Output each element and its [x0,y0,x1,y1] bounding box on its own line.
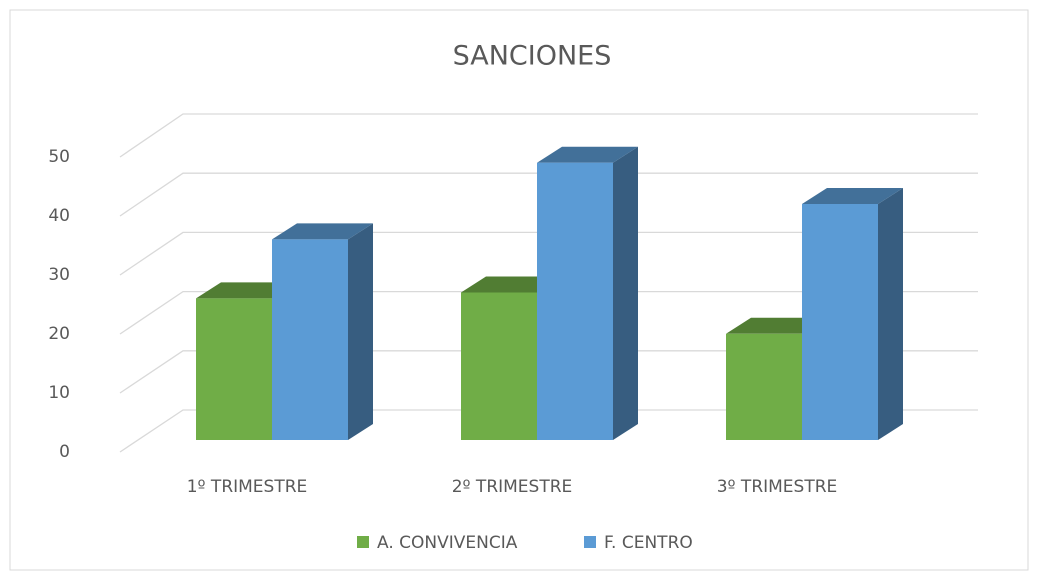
grid-line [119,172,978,217]
bar [272,239,348,440]
y-tick-label: 40 [48,206,70,226]
bar [802,204,878,440]
bar-side [878,188,903,440]
grid-line [119,350,978,394]
bar [537,162,613,440]
bar-side [348,223,373,440]
y-tick-label: 10 [48,383,70,403]
y-tick-label: 30 [48,265,70,285]
y-tick-label: 50 [48,147,70,167]
legend-label: A. CONVIVENCIA [377,533,518,553]
chart-title: SANCIONES [453,41,612,72]
legend-swatch [584,536,596,548]
bar-top [461,276,562,293]
legend-label: F. CENTRO [604,533,693,553]
grid-line [119,113,978,158]
y-tick-label: 0 [59,442,70,462]
y-tick-label: 20 [48,324,70,344]
x-tick-label: 2º TRIMESTRE [452,477,573,497]
bar-side [613,146,638,440]
x-tick-label: 3º TRIMESTRE [717,477,838,497]
legend-swatch [357,536,369,548]
bar-top [272,223,373,240]
bar-top [196,282,297,299]
bar [196,298,272,440]
bar-top [537,146,638,163]
bar [461,292,537,440]
grid-line [119,231,978,276]
bar-top [802,188,903,204]
grid-line [119,290,978,335]
x-tick-label: 1º TRIMESTRE [187,477,308,497]
grid-line [119,409,978,453]
bar [726,333,802,440]
bar-top [726,317,827,334]
